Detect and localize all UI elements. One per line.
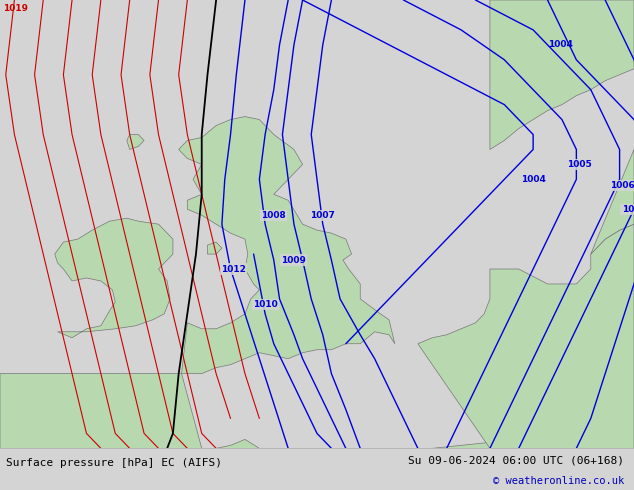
Polygon shape bbox=[418, 224, 634, 448]
Polygon shape bbox=[0, 374, 634, 448]
Text: 1009: 1009 bbox=[281, 256, 306, 265]
Text: © weatheronline.co.uk: © weatheronline.co.uk bbox=[493, 476, 624, 486]
Text: 1004: 1004 bbox=[548, 40, 573, 49]
Polygon shape bbox=[127, 134, 144, 149]
Text: 1005: 1005 bbox=[567, 160, 592, 169]
Text: 1007: 1007 bbox=[621, 205, 634, 214]
Text: 1012: 1012 bbox=[221, 265, 246, 273]
Text: 1006: 1006 bbox=[610, 181, 634, 190]
Text: 1004: 1004 bbox=[521, 175, 546, 184]
Text: Surface pressure [hPa] EC (AIFS): Surface pressure [hPa] EC (AIFS) bbox=[6, 458, 223, 468]
Text: 1010: 1010 bbox=[253, 300, 278, 309]
Polygon shape bbox=[591, 149, 634, 254]
Text: 1008: 1008 bbox=[261, 211, 286, 220]
Polygon shape bbox=[490, 0, 634, 149]
Polygon shape bbox=[179, 117, 395, 374]
Polygon shape bbox=[55, 218, 173, 338]
Text: 1007: 1007 bbox=[310, 211, 335, 220]
Polygon shape bbox=[207, 242, 222, 254]
Text: Su 09-06-2024 06:00 UTC (06+168): Su 09-06-2024 06:00 UTC (06+168) bbox=[408, 455, 624, 465]
Text: 1019: 1019 bbox=[3, 4, 28, 14]
